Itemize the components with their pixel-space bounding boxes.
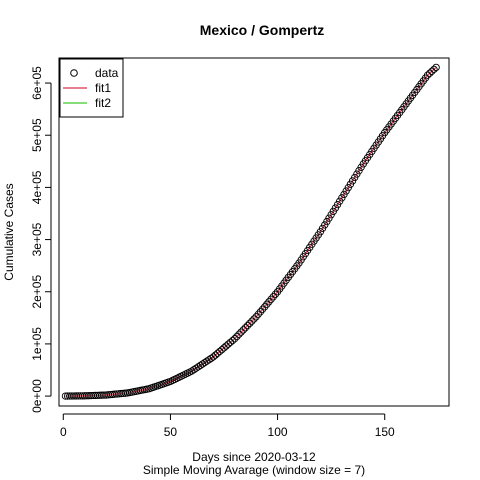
data-point — [243, 321, 252, 330]
data-point — [250, 315, 258, 323]
data-point — [265, 298, 273, 306]
y-tick-label: 0e+00 — [30, 379, 44, 413]
x-tick-label: 0 — [60, 425, 67, 439]
data-point — [237, 328, 245, 336]
data-point — [261, 303, 269, 311]
y-tick-label: 1e+05 — [30, 327, 44, 361]
data-series — [61, 63, 440, 400]
data-point — [267, 295, 275, 303]
data-point — [211, 351, 220, 359]
data-point — [432, 63, 440, 72]
data-point — [263, 300, 271, 308]
data-point — [423, 71, 432, 79]
data-point — [430, 65, 438, 74]
data-point — [218, 345, 226, 354]
data-point — [252, 313, 260, 321]
y-tick-label: 2e+05 — [30, 275, 44, 309]
data-point — [256, 308, 265, 316]
legend-fit1-label: fit1 — [95, 81, 111, 95]
data-point — [213, 349, 222, 357]
x-tick-label: 100 — [268, 425, 288, 439]
data-point — [222, 342, 230, 350]
y-tick-label: 5e+05 — [30, 118, 44, 152]
data-point — [233, 332, 241, 341]
y-axis: 0e+00 1e+05 2e+05 3e+05 4e+05 5e+05 6e+05 — [30, 66, 52, 413]
data-point — [231, 335, 239, 343]
data-point — [254, 310, 262, 318]
x-tick-label: 150 — [375, 425, 395, 439]
legend-data-label: data — [95, 66, 119, 80]
x-axis: 0 50 100 150 — [60, 413, 395, 439]
y-tick-label: 4e+05 — [30, 170, 44, 204]
y-tick-label: 6e+05 — [30, 66, 44, 100]
y-axis-label: Cumulative Cases — [2, 183, 16, 280]
data-point — [428, 67, 436, 75]
y-tick-label: 3e+05 — [30, 222, 44, 256]
legend: data fit1 fit2 — [59, 58, 124, 118]
data-point — [220, 344, 228, 352]
data-point — [248, 317, 256, 325]
data-point — [269, 293, 277, 301]
x-axis-label: Days since 2020-03-12 — [192, 450, 316, 464]
data-point — [235, 330, 243, 338]
chart-title: Mexico / Gompertz — [200, 22, 324, 38]
plot-area — [58, 57, 450, 407]
data-point — [258, 305, 267, 313]
x-tick-label: 50 — [164, 425, 178, 439]
legend-data-marker — [70, 69, 78, 77]
data-point — [246, 319, 254, 328]
data-point — [241, 324, 250, 332]
x-axis-sublabel: Simple Moving Avarage (window size = 7) — [143, 463, 365, 477]
data-point — [226, 338, 235, 346]
legend-fit2-label: fit2 — [95, 96, 111, 110]
data-point — [271, 290, 280, 298]
data-point — [426, 69, 434, 77]
data-point — [228, 336, 237, 345]
data-point — [209, 353, 217, 361]
data-point — [216, 347, 224, 356]
data-point — [224, 340, 232, 348]
data-point — [239, 326, 247, 334]
